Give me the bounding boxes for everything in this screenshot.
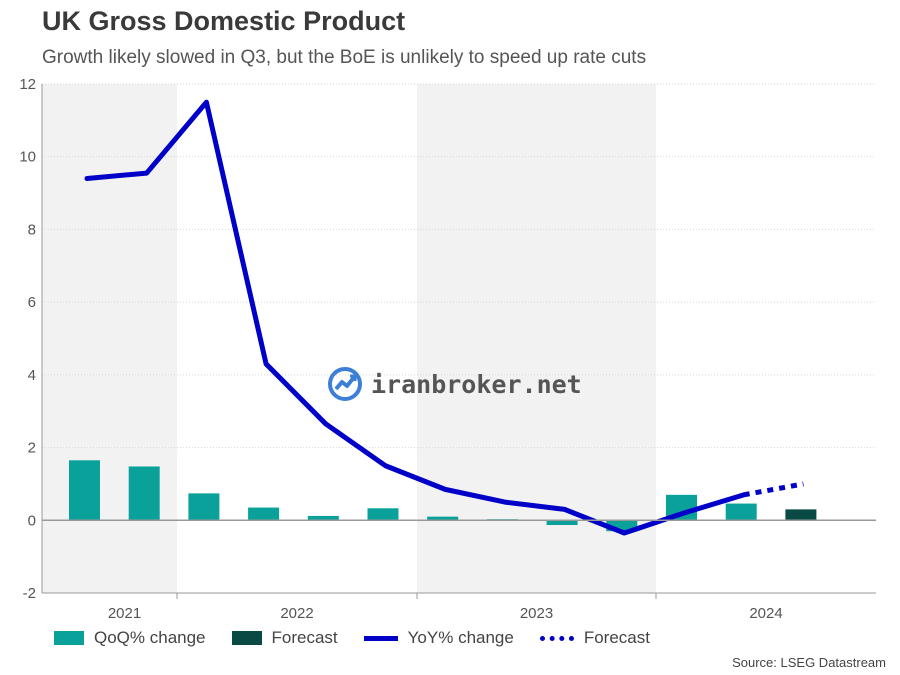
yoy-lines: [84, 99, 804, 536]
legend-qoq-swatch: [54, 631, 84, 645]
legend-qoq: QoQ% change: [54, 628, 206, 648]
qoq-bar: [546, 520, 578, 526]
watermark-logo-icon: [328, 367, 362, 401]
watermark-text: iranbroker.net: [371, 369, 582, 399]
yoy-forecast-line: [743, 481, 804, 498]
qoq-forecast-bar: [785, 509, 817, 521]
x-tick-label: 2022: [280, 605, 313, 622]
qoq-bar: [367, 508, 399, 521]
y-tick-label: 6: [28, 294, 36, 311]
qoq-bar: [188, 493, 220, 521]
watermark: iranbroker.net: [327, 366, 582, 402]
y-tick-label: 8: [28, 221, 36, 238]
legend-qoq-forecast: Forecast: [231, 628, 338, 648]
legend-yoy-forecast-label: Forecast: [583, 628, 650, 647]
qoq-bar: [427, 516, 459, 521]
qoq-bar: [725, 503, 757, 521]
qoq-bar: [128, 466, 160, 521]
chart-title: UK Gross Domestic Product: [42, 6, 406, 36]
legend-yoy: YoY% change: [363, 628, 514, 648]
axes: -2 0 2 4 6 8 10 12 2021 2022 2023 2024: [19, 76, 876, 622]
legend: QoQ% change Forecast YoY% change Forecas…: [54, 628, 676, 648]
x-tick-label: 2024: [749, 605, 782, 622]
qoq-bar: [307, 515, 339, 521]
year-shading: [42, 84, 656, 593]
y-tick-label: 4: [28, 367, 36, 384]
y-tick-label: 0: [28, 512, 36, 529]
legend-yoy-forecast-swatch: [539, 635, 574, 641]
chart-subtitle: Growth likely slowed in Q3, but the BoE …: [42, 47, 647, 68]
legend-yoy-label: YoY% change: [407, 628, 514, 647]
legend-yoy-swatch: [363, 635, 398, 641]
x-tick-label: 2023: [520, 605, 553, 622]
qoq-bar: [69, 460, 100, 521]
legend-qoq-forecast-label: Forecast: [271, 628, 338, 647]
y-tick-label: -2: [23, 585, 36, 602]
y-tick-label: 12: [19, 76, 36, 93]
source-note: Source: LSEG Datastream: [732, 655, 886, 670]
x-tick-label: 2021: [108, 605, 141, 622]
legend-qoq-forecast-swatch: [231, 631, 262, 645]
qoq-bar: [248, 507, 280, 521]
legend-yoy-forecast: Forecast: [539, 628, 650, 648]
legend-qoq-label: QoQ% change: [94, 628, 206, 647]
y-tick-label: 2: [28, 440, 36, 457]
y-tick-label: 10: [19, 149, 36, 166]
yoy-line: [84, 99, 747, 536]
qoq-bar: [606, 520, 638, 532]
